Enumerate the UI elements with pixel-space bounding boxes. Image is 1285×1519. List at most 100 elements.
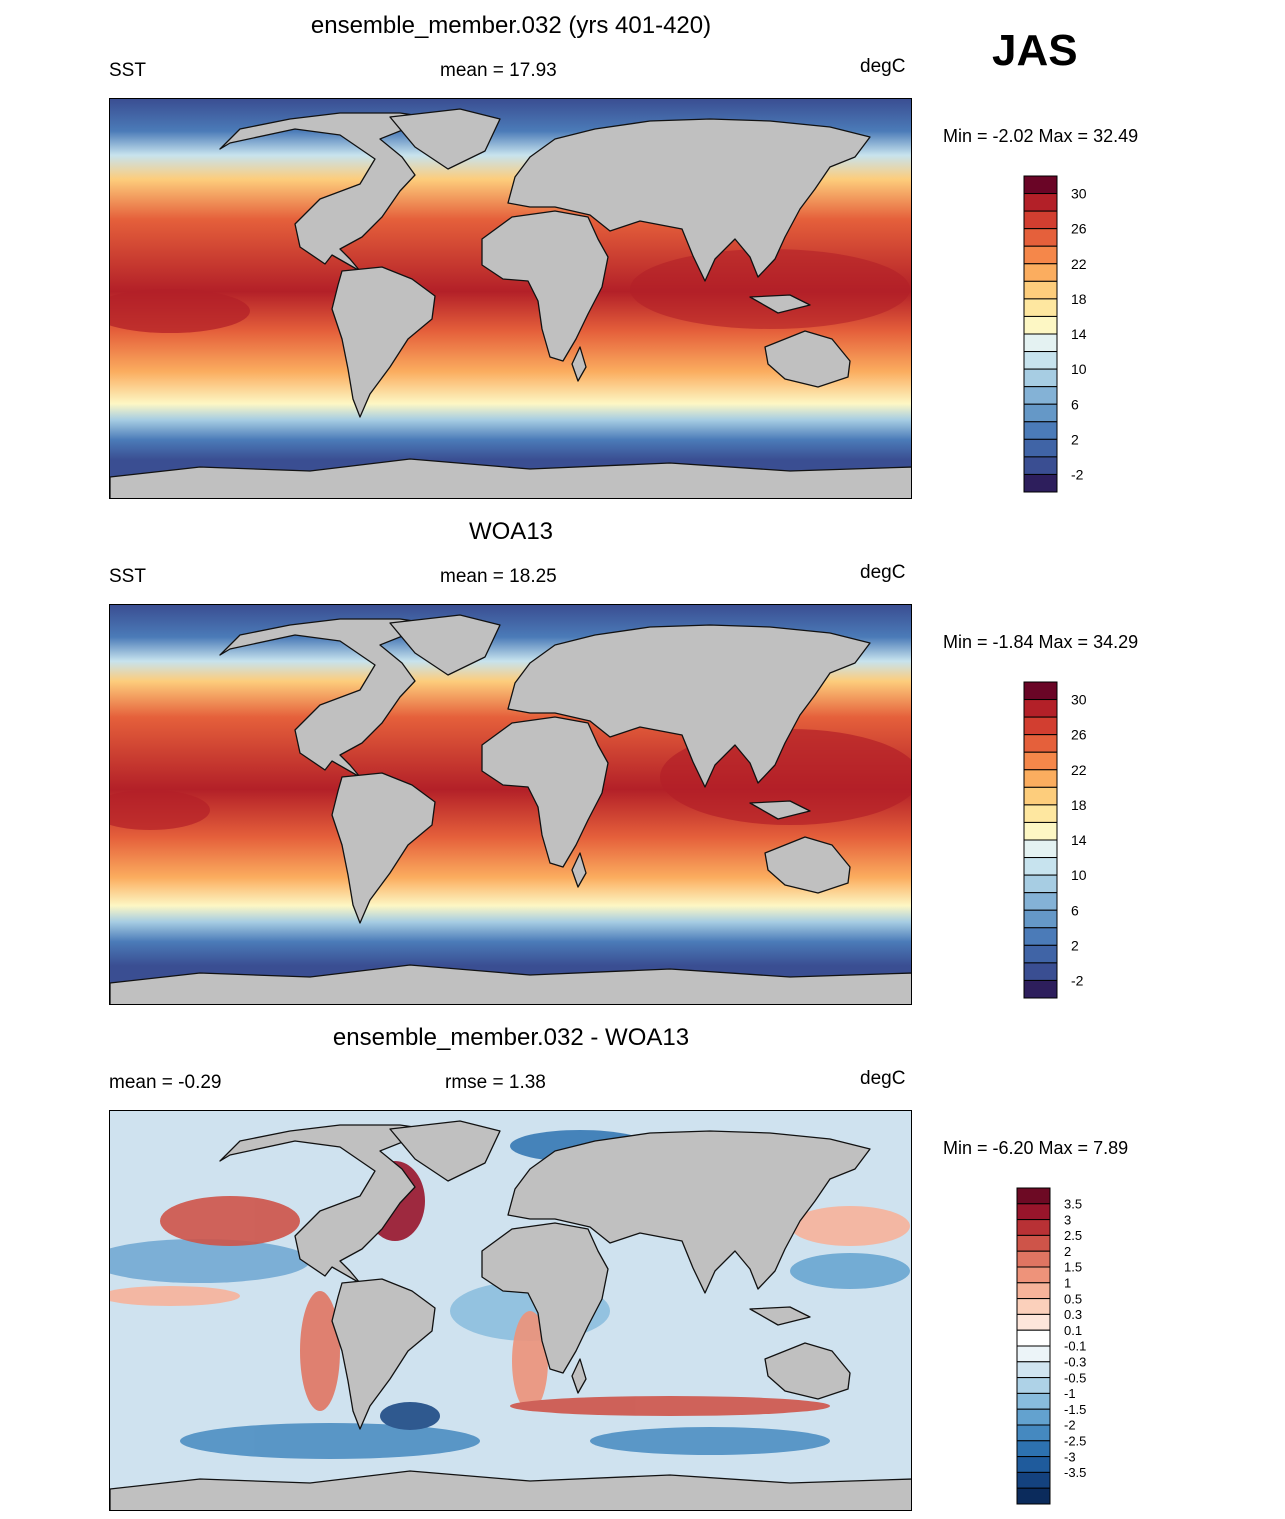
colorbar-box (1023, 962, 1058, 981)
colorbar-box (1023, 716, 1058, 736)
colorbar-box (1016, 1298, 1051, 1315)
colorbar-box (1016, 1266, 1051, 1284)
season-label: JAS (992, 26, 1078, 75)
colorbar-tick-label: 18 (1071, 797, 1087, 813)
colorbar-box (1016, 1440, 1051, 1458)
colorbar-tick-label: 2 (1071, 937, 1079, 953)
colorbar-tick-label: 6 (1071, 396, 1079, 412)
colorbar-tick-label: -2 (1071, 466, 1084, 482)
colorbar-tick-label: -2 (1064, 1418, 1076, 1433)
colorbar-box (1023, 245, 1058, 265)
colorbar-box (1016, 1487, 1051, 1505)
panel-2-map (109, 604, 912, 1005)
colorbar-tick-label: 18 (1071, 291, 1087, 307)
colorbar-box (1023, 280, 1058, 300)
colorbar-box (1016, 1187, 1051, 1205)
panel-1-map (109, 98, 912, 499)
colorbar-tick-label: -1 (1064, 1386, 1076, 1401)
colorbar-tick-label: 2 (1071, 431, 1079, 447)
colorbar-box (1023, 786, 1058, 806)
panel-2-units-label: degC (860, 562, 906, 583)
colorbar-box (1016, 1345, 1051, 1363)
colorbar-tick-label: 10 (1071, 361, 1087, 377)
colorbar-box (1023, 821, 1058, 841)
colorbar-tick-label: 2 (1064, 1244, 1071, 1259)
colorbar-box (1023, 769, 1058, 788)
colorbar-box (1023, 751, 1058, 771)
panel-2-mean-label: mean = 18.25 (440, 566, 557, 587)
panel-1-variable-label: SST (109, 60, 146, 81)
colorbar-box (1016, 1424, 1051, 1442)
colorbar-tick-label: -2 (1071, 972, 1084, 988)
colorbar-box (1023, 681, 1058, 701)
colorbar-box (1023, 351, 1058, 370)
colorbar-box (1023, 368, 1058, 388)
panel-3-colorbar: 3.5 3 2.5 2 1.5 1 0.5 0.3 0.1 -0.1 -0.3 -0.5 -1 -1.5-… (1016, 1187, 1137, 1508)
colorbar-tick-label: -1.5 (1064, 1402, 1086, 1417)
panel-3-mean-label: mean = -0.29 (109, 1072, 222, 1093)
colorbar-tick-label: 1.5 (1064, 1260, 1082, 1275)
colorbar-box (1023, 874, 1058, 894)
colorbar-tick-label: -0.5 (1064, 1370, 1086, 1385)
panel-3-title: ensemble_member.032 - WOA13 (332, 1024, 690, 1051)
panel-2-colorbar: 30 26 22 18 14 10 6 2 -2 (1023, 681, 1144, 1002)
colorbar-box (1023, 210, 1058, 230)
colorbar-tick-label: -0.1 (1064, 1339, 1086, 1354)
colorbar-box (1016, 1408, 1051, 1426)
colorbar-box (1023, 403, 1058, 423)
colorbar-tick-label: 14 (1071, 832, 1087, 848)
colorbar-box (1016, 1250, 1051, 1268)
colorbar-box (1023, 857, 1058, 876)
colorbar-box (1023, 386, 1058, 405)
colorbar-tick-label: 2.5 (1064, 1228, 1082, 1243)
colorbar-box (1023, 438, 1058, 458)
panel-2-minmax: Min = -1.84 Max = 34.29 (943, 632, 1139, 652)
colorbar-box (1016, 1377, 1051, 1394)
colorbar-box (1023, 839, 1058, 859)
colorbar-tick-label: -0.3 (1064, 1354, 1086, 1369)
colorbar-box (1016, 1219, 1051, 1236)
colorbar-box (1016, 1329, 1051, 1347)
colorbar-tick-label: -3 (1064, 1449, 1076, 1464)
colorbar-tick-label: 26 (1071, 221, 1087, 237)
colorbar-box (1023, 979, 1058, 999)
colorbar-box (1023, 927, 1058, 946)
colorbar-box (1023, 333, 1058, 353)
colorbar-tick-label: 30 (1071, 692, 1087, 708)
colorbar-box (1016, 1392, 1051, 1410)
colorbar-box (1023, 228, 1058, 247)
colorbar-tick-label: 0.1 (1064, 1323, 1082, 1338)
colorbar-box (1023, 315, 1058, 335)
colorbar-box (1023, 421, 1058, 440)
colorbar-tick-label: 26 (1071, 727, 1087, 743)
panel-3-units-label: degC (860, 1068, 906, 1089)
colorbar-box (1016, 1234, 1051, 1252)
colorbar-box (1023, 175, 1058, 195)
panel-1-title: ensemble_member.032 (yrs 401-420) (310, 12, 712, 39)
colorbar-box (1016, 1313, 1051, 1331)
colorbar-tick-label: 3 (1064, 1212, 1071, 1227)
colorbar-tick-label: 3.5 (1064, 1196, 1082, 1211)
colorbar-box (1016, 1471, 1051, 1489)
colorbar-tick-label: 0.3 (1064, 1307, 1082, 1322)
colorbar-box (1023, 699, 1058, 718)
panel-2-variable-label: SST (109, 566, 146, 587)
colorbar-box (1023, 456, 1058, 475)
colorbar-box (1023, 473, 1058, 493)
colorbar-tick-label: 22 (1071, 762, 1087, 778)
colorbar-box (1023, 193, 1058, 212)
panel-1-minmax: Min = -2.02 Max = 32.49 (943, 126, 1139, 146)
panel-1-units-label: degC (860, 56, 906, 77)
panel-3-rmse-label: rmse = 1.38 (445, 1072, 546, 1093)
panel-1-mean-label: mean = 17.93 (440, 60, 557, 81)
colorbar-tick-label: 14 (1071, 326, 1087, 342)
panel-1-colorbar: 30 26 22 18 14 10 6 2 -2 (1023, 175, 1144, 496)
colorbar-box (1023, 944, 1058, 964)
colorbar-tick-label: 6 (1071, 902, 1079, 918)
colorbar-box (1023, 909, 1058, 929)
colorbar-box (1023, 892, 1058, 911)
colorbar-tick-label: 22 (1071, 256, 1087, 272)
colorbar-box (1023, 734, 1058, 753)
panel-3-map (109, 1110, 912, 1511)
colorbar-tick-label: -3.5 (1064, 1465, 1086, 1480)
